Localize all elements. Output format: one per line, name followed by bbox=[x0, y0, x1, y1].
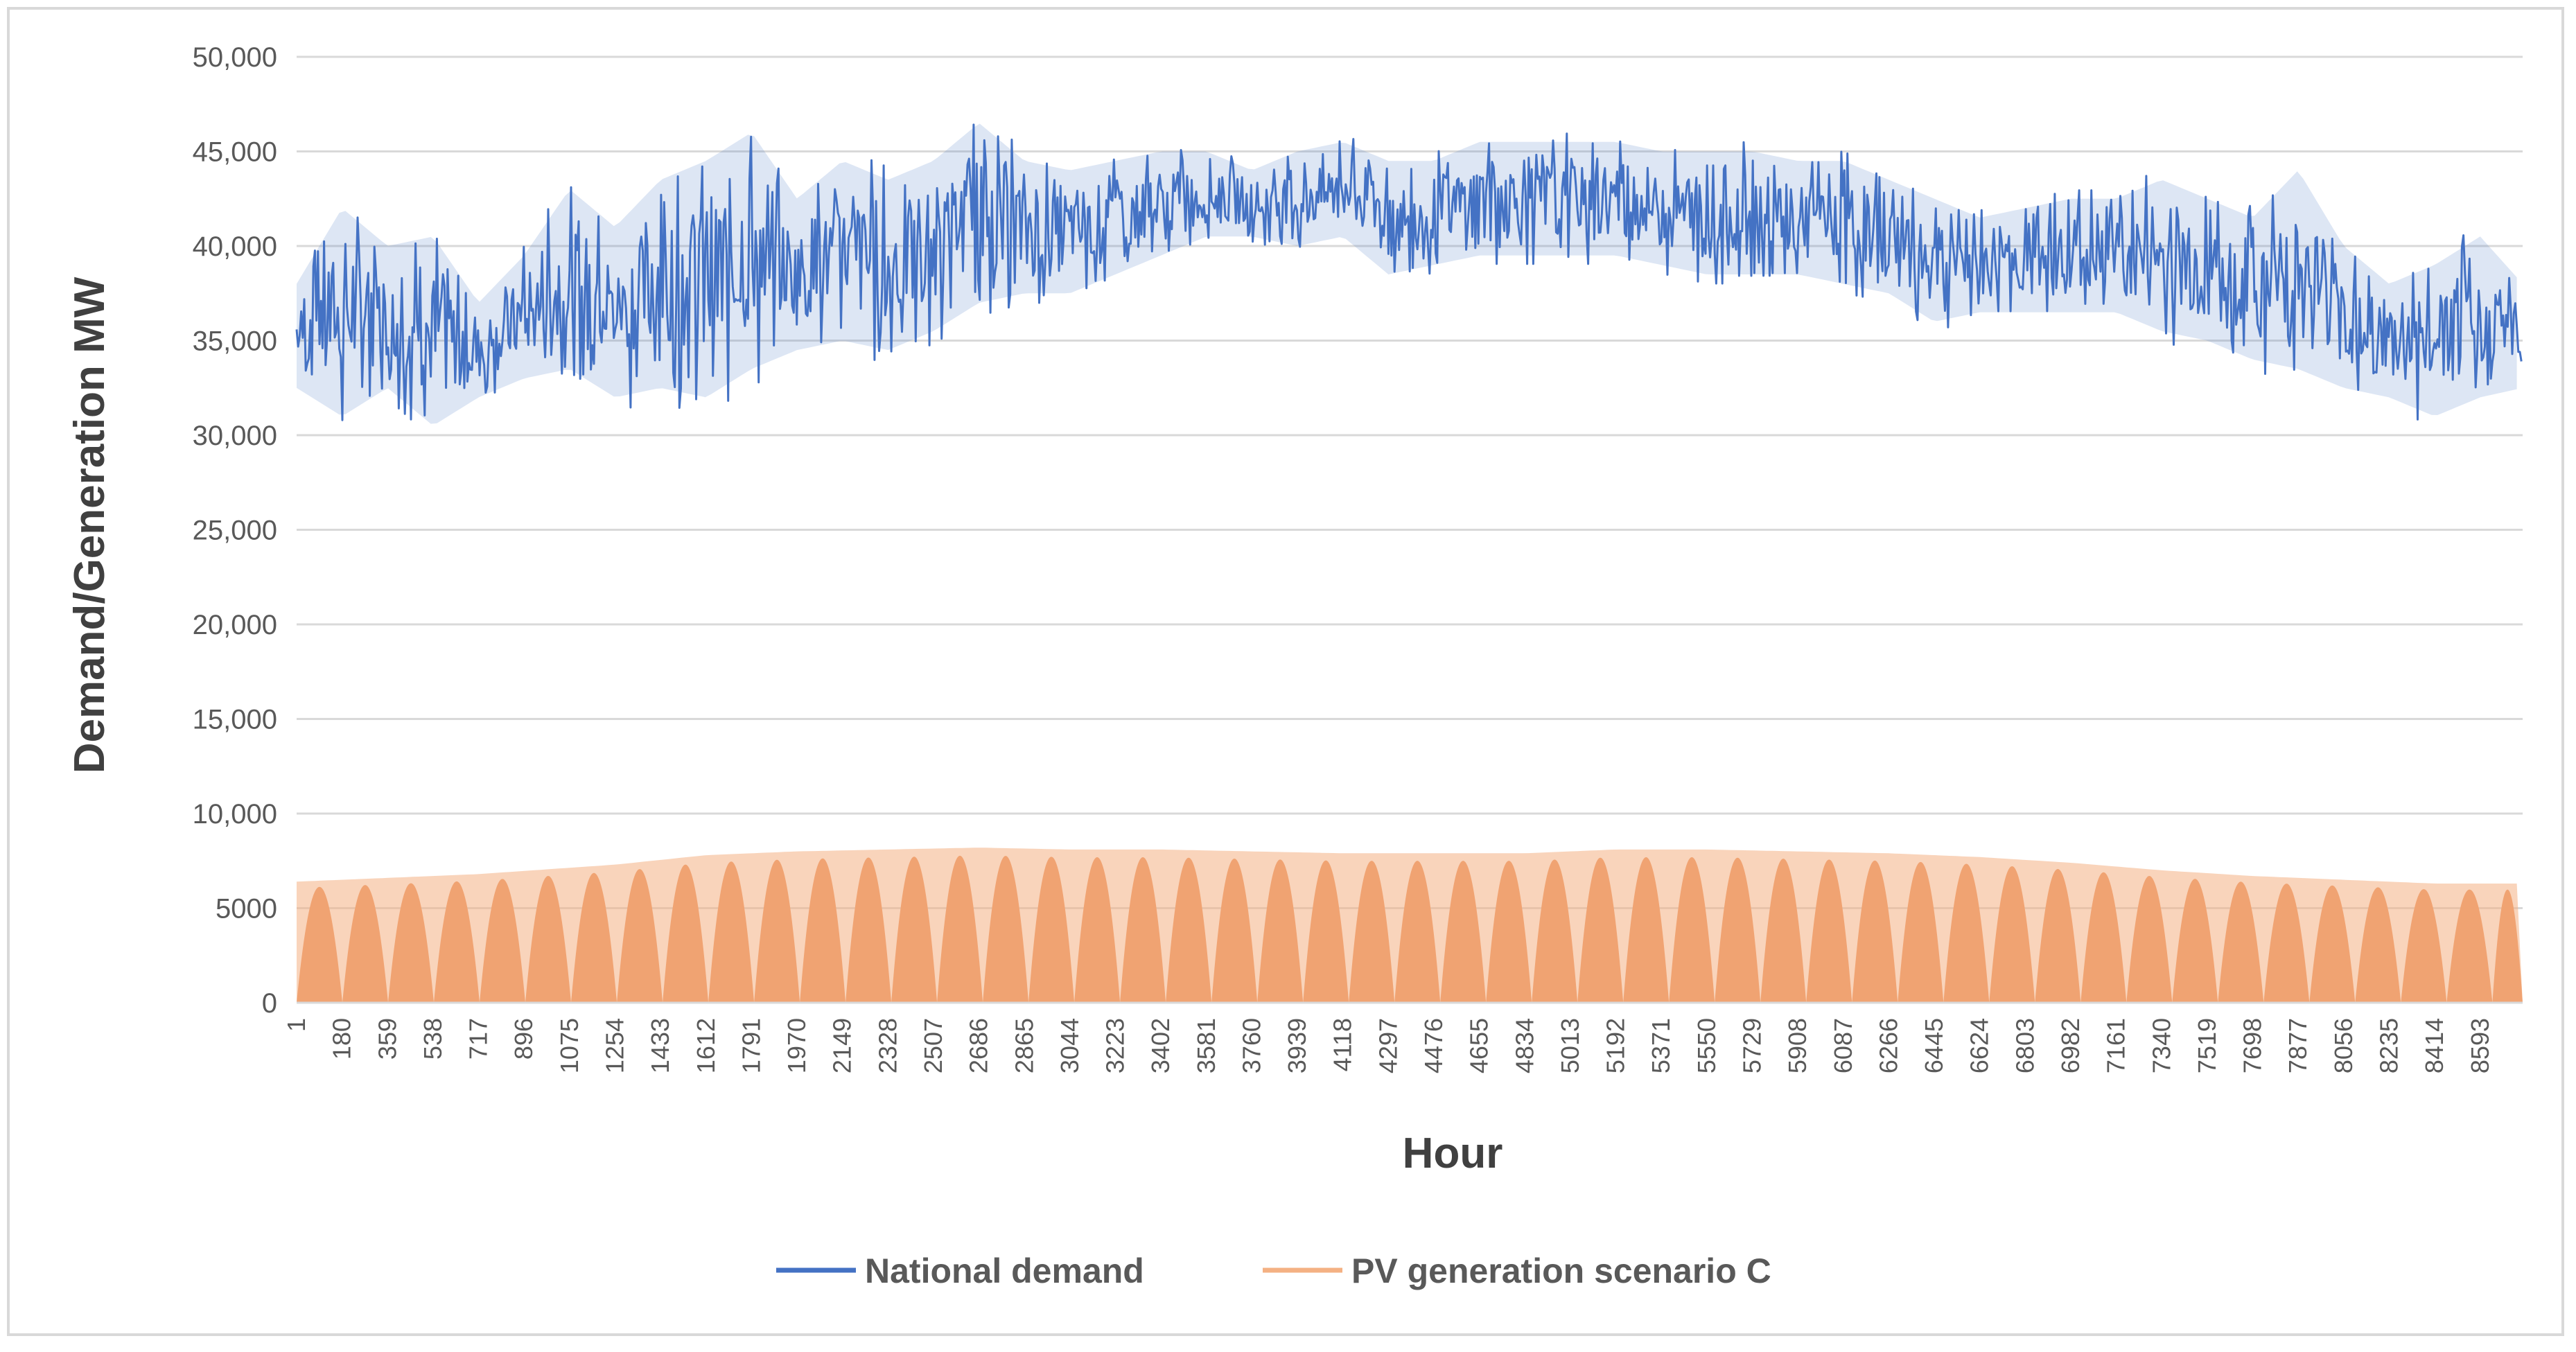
x-tick-label: 5729 bbox=[1738, 1018, 1767, 1073]
x-tick-label: 1075 bbox=[555, 1018, 584, 1073]
x-tick-label: 359 bbox=[373, 1018, 401, 1060]
legend-label-national-demand: National demand bbox=[865, 1252, 1144, 1290]
x-tick-label: 4476 bbox=[1419, 1018, 1448, 1073]
y-tick-label: 35,000 bbox=[193, 326, 277, 357]
x-tick-label: 5013 bbox=[1556, 1018, 1584, 1073]
x-tick-label: 2149 bbox=[828, 1018, 857, 1073]
x-tick-label: 1 bbox=[282, 1018, 310, 1032]
x-tick-label: 2507 bbox=[919, 1018, 947, 1073]
y-axis-ticks: 0 5000 10,000 15,000 20,000 25,000 30,000 35,00… bbox=[193, 42, 277, 1019]
y-tick-label: 20,000 bbox=[193, 610, 277, 640]
x-tick-label: 8593 bbox=[2466, 1018, 2494, 1073]
x-tick-label: 4834 bbox=[1510, 1018, 1539, 1073]
y-tick-label: 30,000 bbox=[193, 421, 277, 451]
x-tick-label: 5192 bbox=[1602, 1018, 1630, 1073]
y-tick-label: 25,000 bbox=[193, 516, 277, 546]
y-tick-label: 5000 bbox=[216, 894, 277, 924]
y-tick-label: 10,000 bbox=[193, 799, 277, 829]
x-tick-label: 7877 bbox=[2284, 1018, 2312, 1073]
x-tick-label: 6445 bbox=[1920, 1018, 1948, 1073]
x-tick-label: 5908 bbox=[1783, 1018, 1812, 1073]
x-tick-label: 3939 bbox=[1283, 1018, 1311, 1073]
x-tick-label: 2328 bbox=[873, 1018, 902, 1073]
x-tick-label: 6266 bbox=[1874, 1018, 1902, 1073]
legend-item-pv-generation[interactable]: PV generation scenario C bbox=[1263, 1252, 1771, 1290]
x-tick-label: 4297 bbox=[1374, 1018, 1402, 1073]
x-tick-label: 1970 bbox=[782, 1018, 811, 1073]
x-tick-label: 8235 bbox=[2374, 1018, 2403, 1073]
y-tick-label: 0 bbox=[262, 988, 277, 1019]
x-tick-label: 1612 bbox=[692, 1018, 720, 1073]
x-tick-label: 4118 bbox=[1329, 1018, 1357, 1071]
x-tick-label: 717 bbox=[464, 1018, 493, 1060]
x-tick-label: 4655 bbox=[1465, 1018, 1493, 1073]
x-tick-label: 1791 bbox=[737, 1018, 765, 1073]
legend: National demand PV generation scenario C bbox=[776, 1252, 1771, 1290]
x-tick-label: 7698 bbox=[2238, 1018, 2267, 1073]
x-tick-label: 1433 bbox=[646, 1018, 674, 1073]
x-tick-label: 2686 bbox=[965, 1018, 993, 1073]
series-arches-pv-generation bbox=[297, 855, 2523, 1003]
legend-label-pv-generation: PV generation scenario C bbox=[1351, 1252, 1771, 1290]
x-tick-label: 6982 bbox=[2056, 1018, 2085, 1073]
x-tick-label: 538 bbox=[419, 1018, 447, 1060]
x-tick-label: 3760 bbox=[1237, 1018, 1265, 1073]
x-tick-label: 5550 bbox=[1692, 1018, 1721, 1073]
x-axis-ticks: 1 180 359 538 717 896 1075 1254 1433 1612 1791 1970… bbox=[282, 1018, 2494, 1073]
series-band-national-demand bbox=[297, 123, 2517, 424]
y-tick-label: 15,000 bbox=[193, 705, 277, 735]
x-tick-label: 7340 bbox=[2147, 1018, 2175, 1073]
y-axis-title: Demand/Generation MW bbox=[66, 276, 114, 773]
x-tick-label: 896 bbox=[509, 1018, 538, 1060]
x-tick-label: 3581 bbox=[1192, 1018, 1220, 1073]
x-tick-label: 3402 bbox=[1146, 1018, 1175, 1073]
x-axis-title: Hour bbox=[1403, 1130, 1503, 1177]
x-tick-label: 3044 bbox=[1055, 1018, 1084, 1073]
x-tick-label: 6803 bbox=[2010, 1018, 2039, 1073]
x-tick-label: 8414 bbox=[2420, 1018, 2448, 1073]
series-line-national-demand bbox=[295, 123, 2523, 421]
y-tick-label: 40,000 bbox=[193, 231, 277, 262]
x-tick-label: 6087 bbox=[1829, 1018, 1857, 1073]
x-tick-label: 8056 bbox=[2329, 1018, 2358, 1073]
x-tick-label: 2865 bbox=[1010, 1018, 1038, 1073]
legend-item-national-demand[interactable]: National demand bbox=[776, 1252, 1144, 1290]
y-tick-label: 45,000 bbox=[193, 137, 277, 168]
x-tick-label: 7161 bbox=[2102, 1018, 2130, 1073]
x-tick-label: 5371 bbox=[1647, 1018, 1675, 1073]
x-tick-label: 1254 bbox=[600, 1018, 629, 1073]
x-tick-label: 180 bbox=[328, 1018, 356, 1060]
x-tick-label: 6624 bbox=[1965, 1018, 1994, 1073]
x-tick-label: 7519 bbox=[2193, 1018, 2221, 1073]
x-tick-label: 3223 bbox=[1101, 1018, 1130, 1073]
series-layer bbox=[295, 123, 2523, 1003]
y-tick-label: 50,000 bbox=[193, 42, 277, 73]
